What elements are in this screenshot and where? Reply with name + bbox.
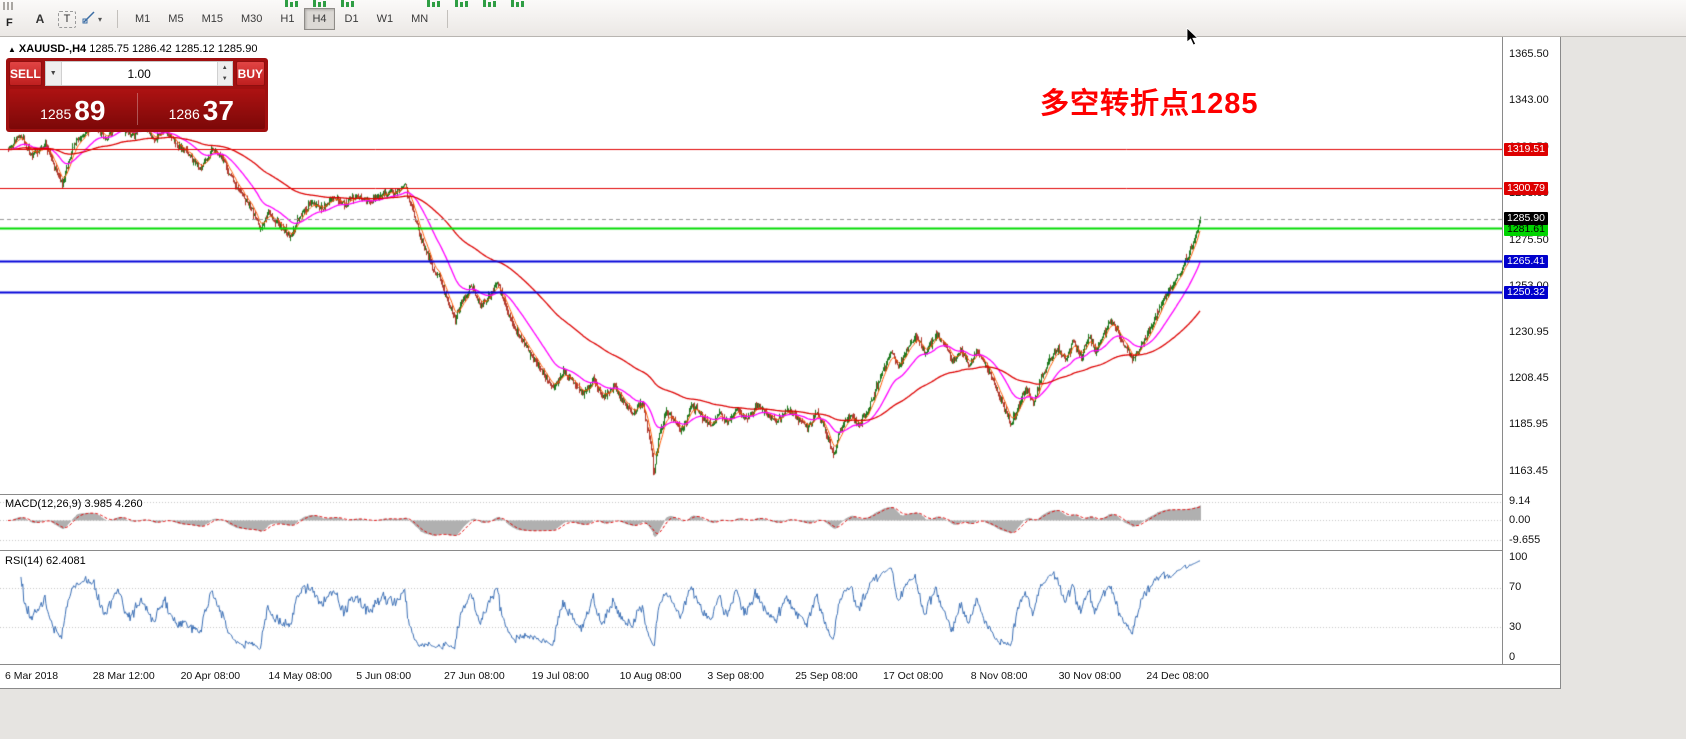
time-axis-label: 25 Sep 08:00 [795,670,858,682]
toolbar-f-icon[interactable]: F [6,17,13,29]
volume-spinner: ▼ ▲ ▼ [44,61,233,86]
price-axis[interactable]: 1365.501343.001320.501298.001275.501253.… [1502,36,1560,664]
trendline-icon [82,10,96,29]
time-axis[interactable]: 6 Mar 2018 28 Mar 12:00 20 Apr 08:00 14 May… [0,665,1560,688]
price-tick: 1163.45 [1509,464,1548,477]
volume-step-down-icon[interactable]: ▼ [217,73,232,85]
panel-separator [0,664,1560,665]
volume-step-up-icon[interactable]: ▲ [217,62,232,74]
macd-tick: 9.14 [1509,495,1531,508]
timeframe-button-h4[interactable]: H4 [304,8,335,30]
mouse-cursor [1186,28,1199,46]
rsi-tick: 100 [1509,551,1528,564]
toolbar-separator [117,10,119,28]
price-tick: 1230.95 [1509,325,1549,338]
volume-dropdown-icon[interactable]: ▼ [45,62,62,85]
rsi-tick: 30 [1509,620,1522,633]
time-axis-label: 19 Jul 08:00 [531,670,590,682]
level-price-label[interactable]: 1319.51 [1504,142,1548,156]
price-tick: 1185.95 [1509,418,1548,431]
volume-input[interactable] [61,62,217,85]
rsi-indicator-canvas[interactable] [0,551,1502,664]
time-axis-label: 24 Dec 08:00 [1146,670,1209,682]
time-axis-label: 30 Nov 08:00 [1058,670,1122,682]
timeframe-button-mn[interactable]: MN [411,13,429,25]
price-tick: 1365.50 [1509,48,1549,61]
macd-indicator-canvas[interactable] [0,495,1502,550]
sell-price-display[interactable]: 1285 89 [9,89,137,129]
panel-separator[interactable] [0,550,1560,551]
buy-price-pips: 37 [202,95,234,126]
toolbar-chart-icon-cutoff[interactable] [481,0,499,7]
time-axis-label: 27 Jun 08:00 [444,670,505,682]
timeframe-button-m5[interactable]: M5 [168,13,184,25]
sell-price-pips: 89 [74,95,106,126]
chart-text-annotation[interactable]: 多空转折点1285 [1040,88,1259,120]
text-label-tool-button[interactable]: T [58,10,76,28]
toolbar-chart-icon-cutoff[interactable] [453,0,471,7]
chart-collapse-icon[interactable]: ▲ [8,45,16,54]
time-axis-label: 10 Aug 08:00 [619,670,682,682]
level-price-label[interactable]: 1265.41 [1504,254,1548,268]
macd-tick: 0.00 [1509,513,1531,526]
toolbar-chart-icon-cutoff[interactable] [425,0,443,7]
price-tick: 1275.50 [1509,233,1549,246]
sell-button[interactable]: SELL [9,61,42,86]
toolbar-chart-icon-cutoff[interactable] [509,0,527,7]
toolbar-chart-icon-cutoff[interactable] [283,0,301,7]
sell-price-main: 1285 [40,106,72,122]
toolbar-separator [447,10,449,28]
toolbar-chart-icon-cutoff[interactable] [311,0,329,7]
time-axis-label: 5 Jun 08:00 [356,670,412,682]
ohlc-values: 1285.75 1286.42 1285.12 1285.90 [89,43,258,55]
rsi-tick: 70 [1509,581,1522,594]
time-axis-label: 3 Sep 08:00 [707,670,765,682]
timeframe-button-w1[interactable]: W1 [376,13,394,25]
time-axis-label: 28 Mar 12:00 [92,670,155,682]
one-click-trade-panel: SELL ▼ ▲ ▼ BUY 1285 89 1286 [6,58,268,132]
time-axis-label: 14 May 08:00 [268,670,333,682]
timeframe-button-m1[interactable]: M1 [135,13,151,25]
time-axis-label: 17 Oct 08:00 [883,670,944,682]
timeframe-button-m30[interactable]: M30 [240,13,263,25]
timeframe-button-h1[interactable]: H1 [280,13,295,25]
chart-window: ▲ XAUUSD-,H4 1285.75 1286.42 1285.12 1285… [0,35,1561,689]
toolbar-row: A T ▾ M1 M5 M15 M30 H1 H4 D1 W1 MN [28,8,457,30]
timeframe-button-m15[interactable]: M15 [201,13,223,25]
level-price-label[interactable]: 1250.32 [1504,285,1548,299]
price-tick: 1343.00 [1509,94,1549,107]
symbol-period-label: XAUUSD-,H4 [18,43,87,55]
chart-ohlc-header: ▲ XAUUSD-,H4 1285.75 1286.42 1285.12 1285… [8,43,257,55]
text-annotation-tool-button[interactable]: A [35,12,45,26]
level-price-label[interactable]: 1300.79 [1504,181,1548,195]
main-toolbar: F A T ▾ M1 M5 M15 M30 H1 H4 D1 W1 MN [0,0,1686,37]
macd-tick: -9.655 [1509,533,1541,546]
timeframe-button-d1[interactable]: D1 [344,13,359,25]
chevron-down-icon: ▾ [98,14,103,24]
level-price-label[interactable]: 1281.61 [1504,223,1548,237]
time-axis-label: 6 Mar 2018 [5,670,59,682]
current-price-label: 1285.90 [1504,212,1548,226]
time-axis-label: 8 Nov 08:00 [970,670,1028,682]
shapes-dropdown-button[interactable]: ▾ [82,10,102,29]
timeframe-button-group: M1 M5 M15 M30 H1 H4 D1 W1 MN [127,8,438,30]
macd-indicator-label: MACD(12,26,9) 3.985 4.260 [5,498,143,510]
rsi-tick: 0 [1509,650,1516,663]
panel-separator[interactable] [0,494,1560,495]
trade-panel-divider [136,93,138,125]
buy-price-main: 1286 [168,106,200,122]
time-axis-label: 20 Apr 08:00 [180,670,241,682]
buy-price-display[interactable]: 1286 37 [138,89,266,129]
rsi-indicator-label: RSI(14) 62.4081 [5,555,86,567]
toolbar-drag-grip-icon[interactable] [3,2,13,10]
buy-button[interactable]: BUY [235,61,265,86]
price-tick: 1208.45 [1509,372,1549,385]
toolbar-chart-icon-cutoff[interactable] [339,0,357,7]
